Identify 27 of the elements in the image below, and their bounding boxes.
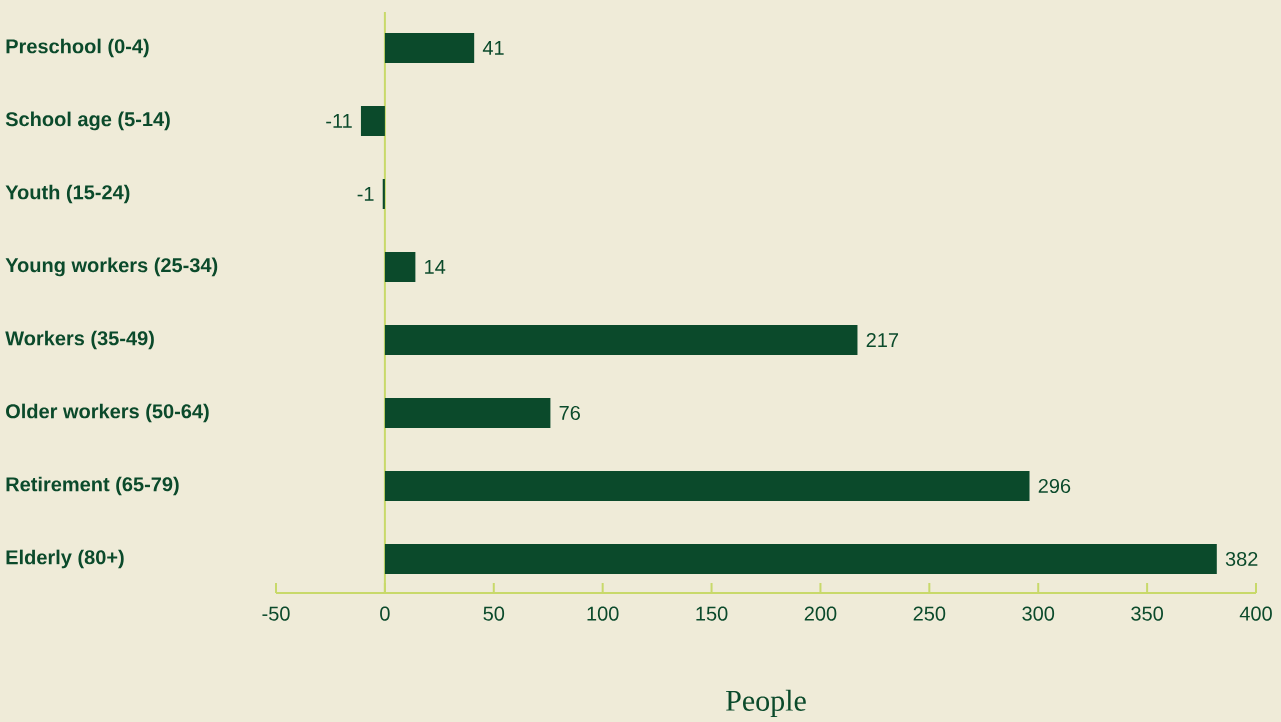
x-tick-label: -50	[262, 606, 290, 621]
y-tick-label: School age (5-14)	[5, 111, 170, 131]
y-tick-label: Retirement (65-79)	[6, 476, 179, 496]
x-axis-title: People	[726, 689, 806, 717]
y-tick-label: Youth (15-24)	[5, 184, 130, 204]
x-tick-label: 300	[1022, 606, 1055, 621]
data-label: -11	[326, 114, 352, 128]
y-tick-label: Elderly (80+)	[6, 549, 124, 569]
x-tick-label: 0	[380, 606, 390, 621]
data-label: 217	[866, 333, 899, 347]
x-tick-label: 400	[1239, 606, 1272, 621]
y-tick-label: Preschool (0-4)	[6, 38, 149, 58]
x-tick-label: 350	[1131, 606, 1163, 621]
x-tick-label: 150	[696, 606, 728, 621]
data-label: 296	[1038, 478, 1071, 494]
x-tick-label: 100	[587, 606, 619, 621]
data-label: -1	[357, 187, 374, 201]
data-label: 76	[559, 405, 580, 421]
data-label: 382	[1225, 551, 1258, 567]
y-tick-label: Older workers (50-64)	[6, 403, 209, 423]
x-tick-label: 50	[483, 606, 505, 621]
data-label: 14	[425, 260, 446, 274]
y-tick-label: Young workers (25-34)	[5, 257, 218, 277]
x-tick-label: 250	[913, 606, 946, 621]
y-tick-label: Workers (35-49)	[5, 330, 154, 350]
x-tick-label: 200	[804, 606, 837, 621]
data-label: 41	[482, 41, 504, 55]
